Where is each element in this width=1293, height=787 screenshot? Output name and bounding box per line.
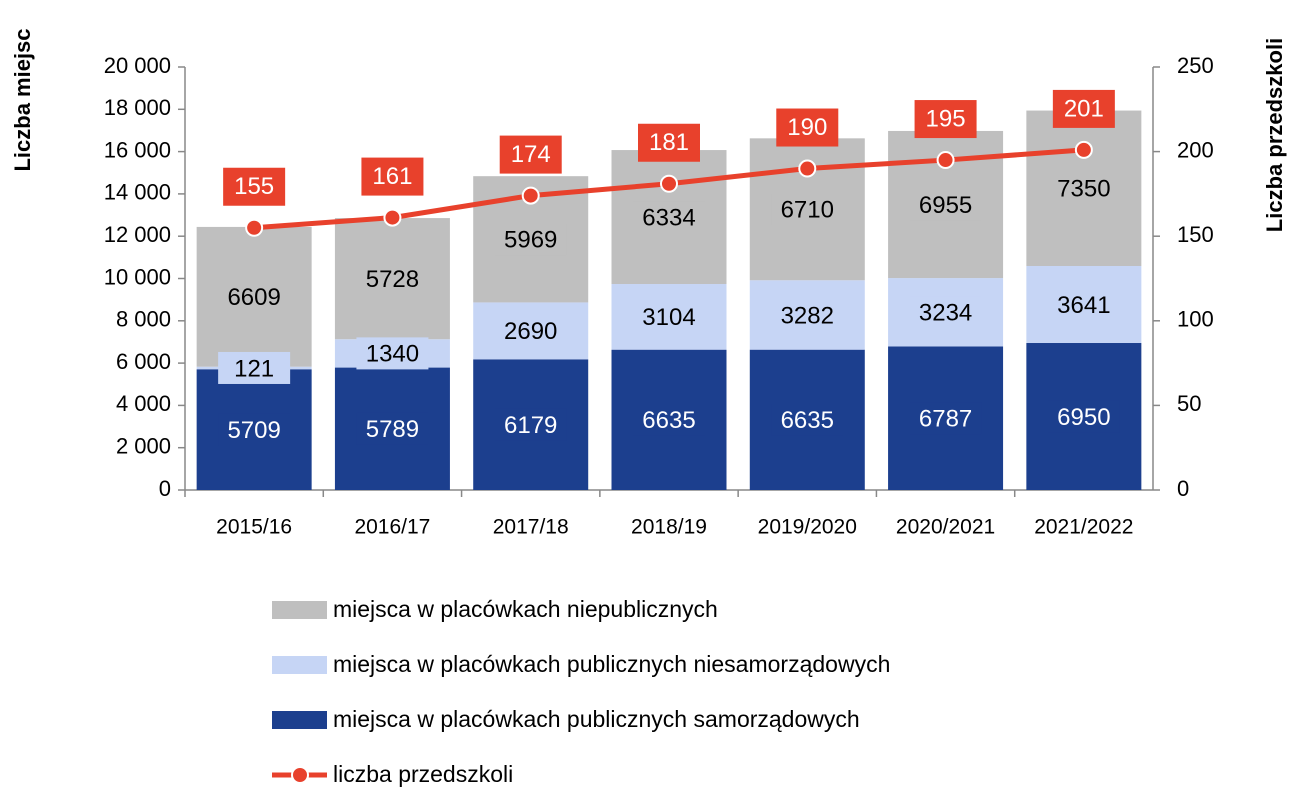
y-tick-label: 16 000 [104, 137, 171, 162]
data-label: 6710 [781, 197, 834, 224]
data-label-bg [909, 402, 982, 435]
line-marker [660, 174, 678, 193]
y-tick-label: 14 000 [104, 180, 171, 205]
data-label: 3282 [781, 302, 834, 329]
line-marker [798, 159, 817, 178]
y2-tick-label: 100 [1177, 307, 1214, 332]
y-tick-label: 10 000 [104, 264, 171, 289]
x-tick-label: 2017/18 [493, 516, 569, 539]
line-label-bg [776, 108, 839, 147]
data-label-bg [494, 223, 567, 256]
data-label-bg [356, 412, 429, 445]
data-label: 6950 [1057, 404, 1110, 431]
data-label: 5969 [504, 227, 557, 254]
line-label-bg [361, 157, 424, 196]
y-tick-label: 18 000 [104, 95, 171, 120]
y-axis-label: Liczba miejsc [10, 28, 35, 171]
data-label: 1340 [366, 341, 419, 368]
y2-tick-label: 0 [1177, 476, 1189, 501]
y-tick-label: 4 000 [116, 391, 171, 416]
line-label-bg [223, 167, 286, 206]
data-label-bg [356, 337, 429, 370]
legend-swatch [291, 766, 309, 784]
data-label: 3641 [1057, 292, 1110, 319]
y-tick-label: 8 000 [116, 307, 171, 332]
data-label-bg [494, 314, 567, 347]
data-label-bg [633, 300, 705, 333]
data-label: 5728 [366, 266, 419, 293]
legend-label: miejsca w placówkach niepublicznych [333, 596, 718, 622]
data-label: 5789 [366, 416, 419, 443]
line-label: 181 [649, 129, 689, 156]
data-label: 6334 [642, 204, 695, 231]
data-label-bg [771, 298, 844, 331]
data-label-bg [909, 296, 982, 329]
x-tick-label: 2016/17 [354, 516, 430, 539]
data-label: 6609 [227, 284, 280, 311]
line-label: 195 [926, 105, 966, 132]
data-label-bg [218, 413, 291, 446]
data-label-bg [909, 188, 982, 221]
y-tick-label: 2 000 [116, 434, 171, 459]
line-label: 155 [234, 173, 274, 200]
y-tick-label: 20 000 [104, 53, 171, 78]
line-marker [521, 186, 540, 205]
line-label: 201 [1064, 95, 1104, 122]
y2-tick-label: 250 [1177, 53, 1214, 78]
data-label-bg [1047, 288, 1120, 321]
data-label: 3104 [642, 304, 695, 331]
data-label: 6955 [919, 192, 972, 219]
y-tick-label: 6 000 [116, 349, 171, 374]
legend-swatch [272, 601, 327, 619]
y-tick-label: 12 000 [104, 222, 171, 247]
data-label-bg [218, 351, 291, 384]
data-label: 6179 [504, 412, 557, 439]
legend-label: liczba przedszkoli [333, 761, 513, 787]
data-label: 121 [234, 355, 274, 382]
line-label: 161 [372, 163, 412, 190]
data-label: 6635 [781, 407, 834, 434]
y2-axis-label: Liczba przedszkoli [1262, 38, 1287, 232]
data-label-bg [218, 280, 291, 313]
y2-tick-label: 150 [1177, 222, 1214, 247]
line-label-bg [914, 100, 977, 139]
data-label: 2690 [504, 318, 557, 345]
line-marker [936, 151, 955, 170]
y2-tick-label: 200 [1177, 137, 1214, 162]
x-tick-label: 2018/19 [631, 516, 707, 539]
data-label: 5709 [227, 417, 280, 444]
legend-swatch [272, 711, 327, 729]
x-tick-label: 2019/2020 [758, 516, 857, 539]
data-label-bg [633, 201, 705, 234]
x-tick-label: 2020/2021 [896, 516, 995, 539]
y-tick-label: 0 [159, 476, 171, 501]
legend-swatch [272, 656, 327, 674]
line-label: 174 [511, 141, 551, 168]
data-label-bg [1047, 172, 1120, 205]
y2-tick-label: 50 [1177, 391, 1201, 416]
data-label-bg [356, 262, 429, 295]
data-label: 3234 [919, 300, 972, 327]
data-label-bg [771, 403, 844, 436]
line-marker [245, 218, 264, 237]
line-label-bg [1052, 89, 1115, 128]
line-label-bg [638, 123, 700, 162]
line-label-bg [499, 135, 562, 174]
line-marker [1074, 140, 1093, 159]
data-label-bg [1047, 400, 1120, 433]
x-tick-label: 2015/16 [216, 516, 292, 539]
legend-label: miejsca w placówkach publicznych niesamo… [333, 651, 890, 677]
data-label: 7350 [1057, 176, 1110, 203]
data-label: 6787 [919, 406, 972, 433]
data-label-bg [771, 193, 844, 226]
data-label: 6635 [642, 407, 695, 434]
legend-label: miejsca w placówkach publicznych samorzą… [333, 706, 860, 732]
line-marker [383, 208, 402, 227]
line-label: 190 [787, 114, 827, 141]
data-label-bg [633, 403, 705, 436]
x-tick-label: 2021/2022 [1034, 516, 1133, 539]
data-label-bg [494, 408, 567, 441]
